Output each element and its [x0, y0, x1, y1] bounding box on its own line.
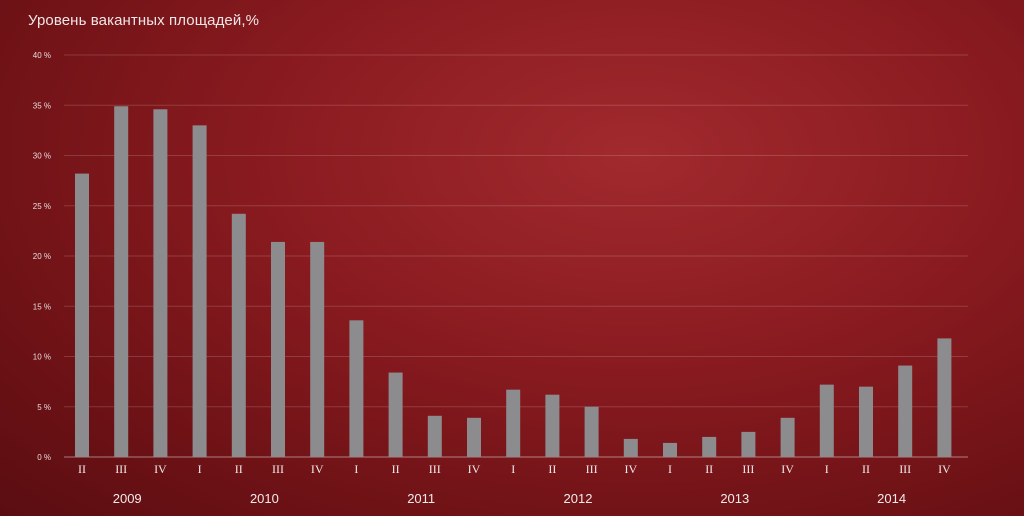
x-tick-label: III	[272, 462, 284, 476]
x-tick-label: III	[742, 462, 754, 476]
bar-7	[310, 241, 325, 457]
bar-10	[427, 415, 442, 457]
y-tick-label: 25 %	[33, 202, 51, 211]
x-label-layer: II III IV I II III IV I II III IV I II III IV I II III IV I…	[78, 462, 951, 476]
bar-15	[623, 438, 638, 457]
bar-3	[153, 109, 168, 458]
x-tick-label: IV	[938, 462, 951, 476]
x-tick-label: I	[511, 462, 515, 476]
year-label-layer: 2009 2010 2011 2012 2013 2014	[113, 491, 906, 506]
x-tick-label: II	[78, 462, 86, 476]
x-tick-label: III	[586, 462, 598, 476]
bar-1	[75, 173, 89, 457]
bar-9	[388, 372, 403, 457]
x-tick-label: III	[429, 462, 441, 476]
x-tick-label: IV	[311, 462, 324, 476]
x-tick-label: I	[354, 462, 358, 476]
x-tick-label: III	[115, 462, 127, 476]
bar-14	[584, 406, 599, 457]
year-label-2013: 2013	[720, 491, 749, 506]
bar-20	[819, 384, 834, 457]
bar-12	[506, 389, 521, 457]
x-tick-label: IV	[154, 462, 167, 476]
year-label-2009: 2009	[113, 491, 142, 506]
bar-16	[663, 442, 677, 457]
bar-13	[545, 394, 560, 457]
x-tick-label: I	[825, 462, 829, 476]
bar-2	[114, 106, 129, 457]
y-tick-label: 10 %	[33, 353, 51, 362]
bar-17	[702, 436, 717, 457]
x-tick-label: I	[668, 462, 672, 476]
x-tick-label: IV	[624, 462, 637, 476]
bar-18	[741, 431, 756, 457]
bar-4	[192, 125, 207, 457]
y-tick-label: 30 %	[33, 152, 51, 161]
y-tick-label: 40 %	[33, 51, 51, 60]
year-label-2011: 2011	[407, 491, 435, 506]
x-tick-label: I	[198, 462, 202, 476]
bar-layer	[75, 106, 952, 458]
y-tick-label: 0 %	[37, 453, 51, 462]
year-label-2014: 2014	[877, 491, 906, 506]
bar-5	[231, 213, 246, 457]
bar-11	[467, 417, 481, 457]
x-tick-label: IV	[781, 462, 794, 476]
bar-8	[349, 320, 364, 457]
y-tick-label: 5 %	[37, 403, 51, 412]
y-tick-label: 20 %	[33, 252, 51, 261]
chart-title: Уровень вакантных площадей,%	[28, 12, 260, 29]
y-tick-label: 35 %	[33, 101, 51, 110]
x-tick-label: III	[899, 462, 911, 476]
y-tick-label: 15 %	[33, 302, 51, 311]
x-tick-label: II	[862, 462, 870, 476]
bar-19	[780, 417, 795, 457]
year-label-2010: 2010	[250, 491, 279, 506]
year-label-2012: 2012	[564, 491, 593, 506]
x-tick-label: II	[235, 462, 243, 476]
x-tick-label: II	[548, 462, 556, 476]
x-tick-label: II	[705, 462, 713, 476]
bar-23	[937, 338, 952, 457]
bar-22	[898, 365, 913, 457]
x-tick-label: II	[392, 462, 400, 476]
bar-21	[859, 386, 873, 457]
x-tick-label: IV	[468, 462, 481, 476]
bar-6	[271, 241, 285, 457]
